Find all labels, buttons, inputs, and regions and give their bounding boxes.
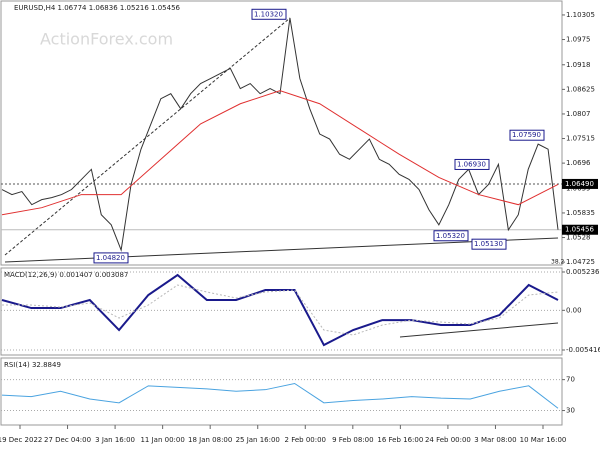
- annotation-box: [433, 230, 469, 242]
- level-label: 1.06490: [565, 180, 594, 188]
- x-tick-label: 3 Mar 08:00: [474, 436, 516, 444]
- rsi-panel: [0, 357, 563, 426]
- y-tick-label: 1.07515: [566, 135, 595, 143]
- y-tick-label: 1.05835: [566, 209, 595, 217]
- panel-title: RSI(14) 32.8849: [4, 361, 61, 369]
- series-line: [1, 17, 559, 252]
- level-box: [562, 224, 598, 235]
- level-label: 1.05456: [565, 226, 594, 234]
- annotation-label: 1.10320: [254, 10, 283, 18]
- y-tick-label: 1.10305: [566, 11, 595, 19]
- x-tick-label: 11 Jan 00:00: [140, 436, 184, 444]
- y-tick-label: 0.00: [566, 306, 582, 314]
- y-tick-label: 1.0696: [566, 159, 591, 167]
- fib-label: 38.2: [551, 259, 565, 266]
- y-tick-label: 1.08625: [566, 85, 595, 93]
- y-tick-label: 1.0807: [566, 110, 591, 118]
- x-tick-label: 24 Feb 00:00: [425, 436, 471, 444]
- annotation-label: 1.05130: [474, 240, 503, 248]
- x-tick-label: 27 Dec 04:00: [44, 436, 91, 444]
- y-tick-label: 1.0528: [566, 234, 591, 242]
- series-line: [1, 382, 559, 409]
- x-tick-label: 2 Feb 00:00: [285, 436, 326, 444]
- annotation-box: [251, 8, 287, 20]
- price-panel: [0, 0, 563, 266]
- x-tick-label: 9 Feb 08:00: [332, 436, 373, 444]
- y-tick-label: -0.005416: [566, 346, 600, 354]
- series-line: [1, 90, 559, 216]
- annotation-box: [93, 252, 129, 264]
- annotation-box: [471, 238, 507, 250]
- x-tick-label: 3 Jan 16:00: [95, 436, 135, 444]
- annotation-box: [509, 129, 545, 141]
- trend-line: [4, 17, 291, 256]
- y-tick-label: 70: [566, 376, 575, 384]
- panel-title: MACD(12,26,9) 0.001407 0.003087: [4, 271, 128, 279]
- x-tick-label: 16 Feb 16:00: [377, 436, 423, 444]
- y-tick-label: 0.005236: [566, 268, 600, 276]
- annotation-label: 1.07590: [512, 131, 541, 139]
- watermark: ActionForex.com: [40, 30, 173, 49]
- annotation-label: 1.04820: [96, 254, 125, 262]
- y-tick-label: 1.0975: [566, 36, 591, 44]
- series-line: [2, 284, 559, 336]
- y-tick-label: 30: [566, 407, 575, 415]
- annotation-label: 1.05320: [436, 232, 465, 240]
- header: EURUSD,H4 1.06774 1.06836 1.05216 1.0545…: [14, 4, 181, 12]
- x-tick-label: 10 Mar 16:00: [520, 436, 567, 444]
- x-tick-label: 18 Jan 08:00: [188, 436, 232, 444]
- annotation-label: 1.06930: [457, 160, 486, 168]
- annotation-box: [454, 158, 490, 170]
- level-box: [562, 178, 598, 189]
- y-tick-label: 1.04725: [566, 258, 595, 266]
- x-tick-label: 25 Jan 16:00: [236, 436, 280, 444]
- x-tick-label: 19 Dec 2022: [0, 436, 42, 444]
- trend-line: [399, 322, 559, 338]
- y-tick-label: 1.0918: [566, 61, 591, 69]
- macd-panel: [0, 267, 563, 356]
